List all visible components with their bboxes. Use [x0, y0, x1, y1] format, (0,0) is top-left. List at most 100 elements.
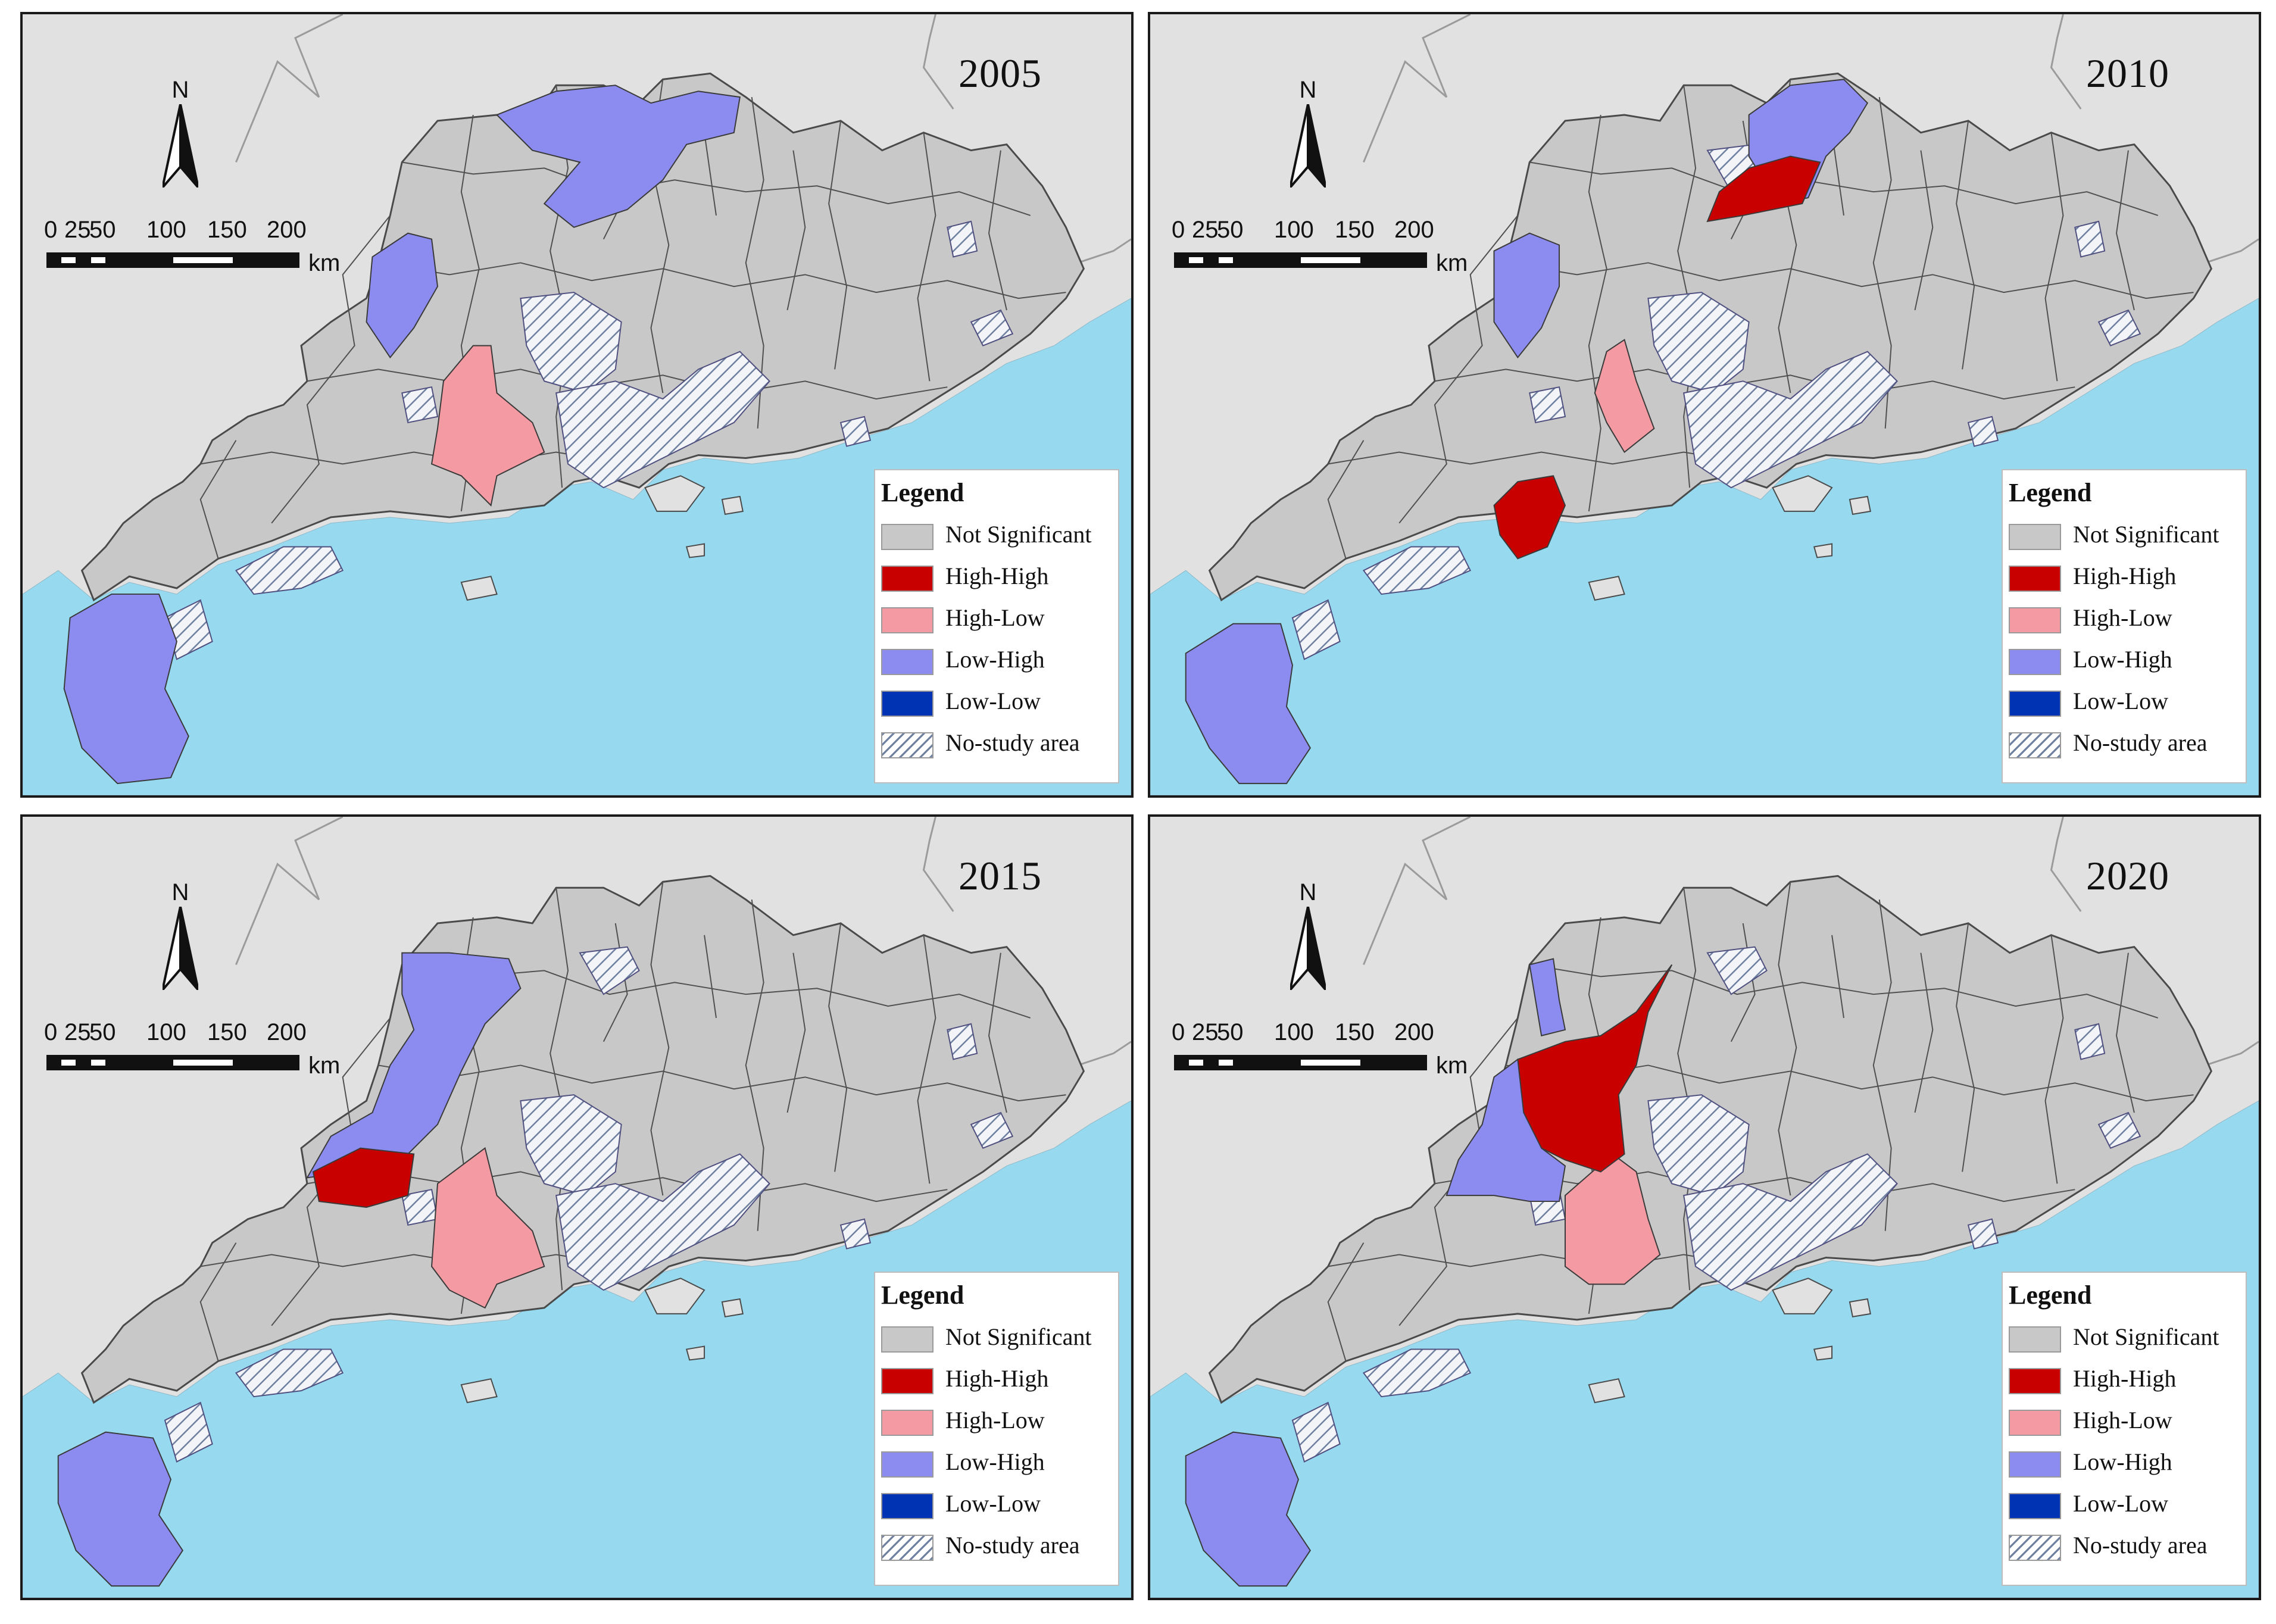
legend-item-low-high: Low-High [881, 1445, 1114, 1481]
high-low-region [1594, 339, 1655, 454]
legend-label: High-Low [2073, 1407, 2172, 1434]
high-high-region [1517, 964, 1673, 1173]
legend-swatch-hatch [881, 1535, 933, 1561]
map-panel-2020: 2020 N 0 25 50 100 150 200 km Legend [1148, 814, 2261, 1600]
legend-item-high-low: High-Low [881, 1404, 1114, 1439]
low-high-region [1529, 958, 1566, 1036]
legend-item-high-high: High-High [881, 560, 1114, 595]
legend-swatch [881, 566, 933, 592]
scale-tick: 25 [64, 217, 91, 243]
scale-unit: km [308, 1053, 341, 1079]
north-letter: N [1299, 77, 1317, 103]
legend-item-high-low: High-Low [2009, 1404, 2242, 1439]
scale-tick: 25 [64, 1019, 91, 1045]
legend-label: Low-High [2073, 646, 2172, 673]
legend-swatch [2009, 1493, 2061, 1519]
scale-tick: 0 [1172, 217, 1185, 243]
map-canvas [1150, 817, 2259, 1598]
legend-item-low-high: Low-High [2009, 1445, 2242, 1481]
high-high-region [312, 1147, 415, 1208]
high-low-clusters [1594, 339, 1655, 454]
legend-item-low-high: Low-High [2009, 643, 2242, 679]
legend-swatch [881, 1493, 933, 1519]
legend-item-high-low: High-Low [881, 601, 1114, 637]
scale-tick: 50 [1217, 217, 1244, 243]
legend-swatch [2009, 1451, 2061, 1478]
high-low-region [1565, 1153, 1661, 1285]
legend-label: No-study area [2073, 1532, 2208, 1559]
legend-item-low-low: Low-Low [881, 1487, 1114, 1523]
legend-swatch [2009, 607, 2061, 633]
no-study-areas [164, 946, 1014, 1463]
scale-tick: 150 [207, 217, 247, 243]
neighbor-boundary-north [1363, 14, 2259, 264]
legend-title: Legend [881, 1281, 964, 1310]
neighbor-boundary-north [235, 14, 1131, 264]
scale-tick: 50 [89, 1019, 116, 1045]
low-high-region [495, 85, 741, 228]
county-boundaries [1327, 882, 2194, 1361]
low-high-region [1185, 1431, 1312, 1587]
scale-bar-graphic [1174, 1055, 1427, 1070]
north-letter: N [171, 77, 189, 103]
legend-item-low-low: Low-Low [881, 685, 1114, 720]
map-year: 2010 [2086, 51, 2169, 96]
scale-tick: 150 [207, 1019, 247, 1045]
legend-swatch [2009, 1410, 2061, 1436]
north-arrow: N [1275, 77, 1341, 196]
scale-tick: 200 [267, 217, 307, 243]
sea [23, 298, 1131, 795]
scale-unit: km [1436, 1053, 1468, 1079]
legend-label: Not Significant [2073, 1323, 2219, 1350]
scale-bar: 0 25 50 100 150 200 km [44, 217, 380, 276]
legend-swatch [2009, 1326, 2061, 1353]
legend-item-low-low: Low-Low [2009, 685, 2242, 720]
legend-label: Low-High [945, 646, 1045, 673]
scale-tick: 100 [1274, 217, 1314, 243]
legend-item-not-significant: Not Significant [2009, 518, 2242, 554]
low-high-region [1493, 232, 1560, 359]
legend-title: Legend [881, 478, 964, 507]
legend-item-high-high: High-High [2009, 1362, 2242, 1398]
legend-swatch [881, 1410, 933, 1436]
sea [1150, 1100, 2259, 1598]
scale-tick: 200 [267, 1019, 307, 1045]
scale-tick: 25 [1192, 217, 1219, 243]
islands [460, 1278, 744, 1404]
north-arrow: N [148, 77, 213, 196]
islands [1588, 475, 1871, 601]
legend-label: High-Low [2073, 604, 2172, 631]
low-high-clusters [1185, 958, 1566, 1587]
map-panel-2005: 2005 N 0 25 50 100 150 200 km Legend [20, 12, 1134, 798]
legend: Legend Not Significant High-High High-Lo… [2002, 469, 2247, 783]
no-study-areas [1291, 143, 2141, 660]
north-arrow-icon [1290, 104, 1326, 188]
islands [1588, 1278, 1871, 1404]
legend-label: No-study area [945, 1532, 1080, 1559]
scale-bar-graphic [1174, 252, 1427, 268]
legend-label: No-study area [2073, 729, 2208, 756]
legend-label: Low-Low [945, 1490, 1041, 1517]
legend-item-no-study-area: No-study area [881, 1529, 1114, 1564]
legend: Legend Not Significant High-High High-Lo… [874, 469, 1119, 783]
north-arrow-icon [1290, 907, 1326, 990]
high-low-clusters [430, 345, 545, 507]
north-arrow-icon [163, 104, 198, 188]
neighbor-boundary-north [1363, 817, 2259, 1066]
islands [460, 475, 744, 601]
legend-title: Legend [2009, 1281, 2092, 1310]
legend-item-high-low: High-Low [2009, 601, 2242, 637]
legend-label: Low-Low [2073, 688, 2168, 714]
scale-bar-graphic [46, 252, 299, 268]
north-arrow: N [1275, 879, 1341, 998]
legend-swatch [881, 691, 933, 717]
map-canvas [23, 817, 1131, 1598]
scale-bar: 0 25 50 100 150 200 km [44, 1019, 380, 1079]
scale-tick: 0 [44, 1019, 58, 1045]
legend-label: Not Significant [2073, 521, 2219, 548]
scale-tick: 200 [1394, 1019, 1434, 1045]
legend-label: No-study area [945, 729, 1080, 756]
map-panel-2010: 2010 N 0 25 50 100 150 200 km Legend [1148, 12, 2261, 798]
high-high-region [1706, 155, 1821, 223]
scale-tick: 0 [1172, 1019, 1185, 1045]
